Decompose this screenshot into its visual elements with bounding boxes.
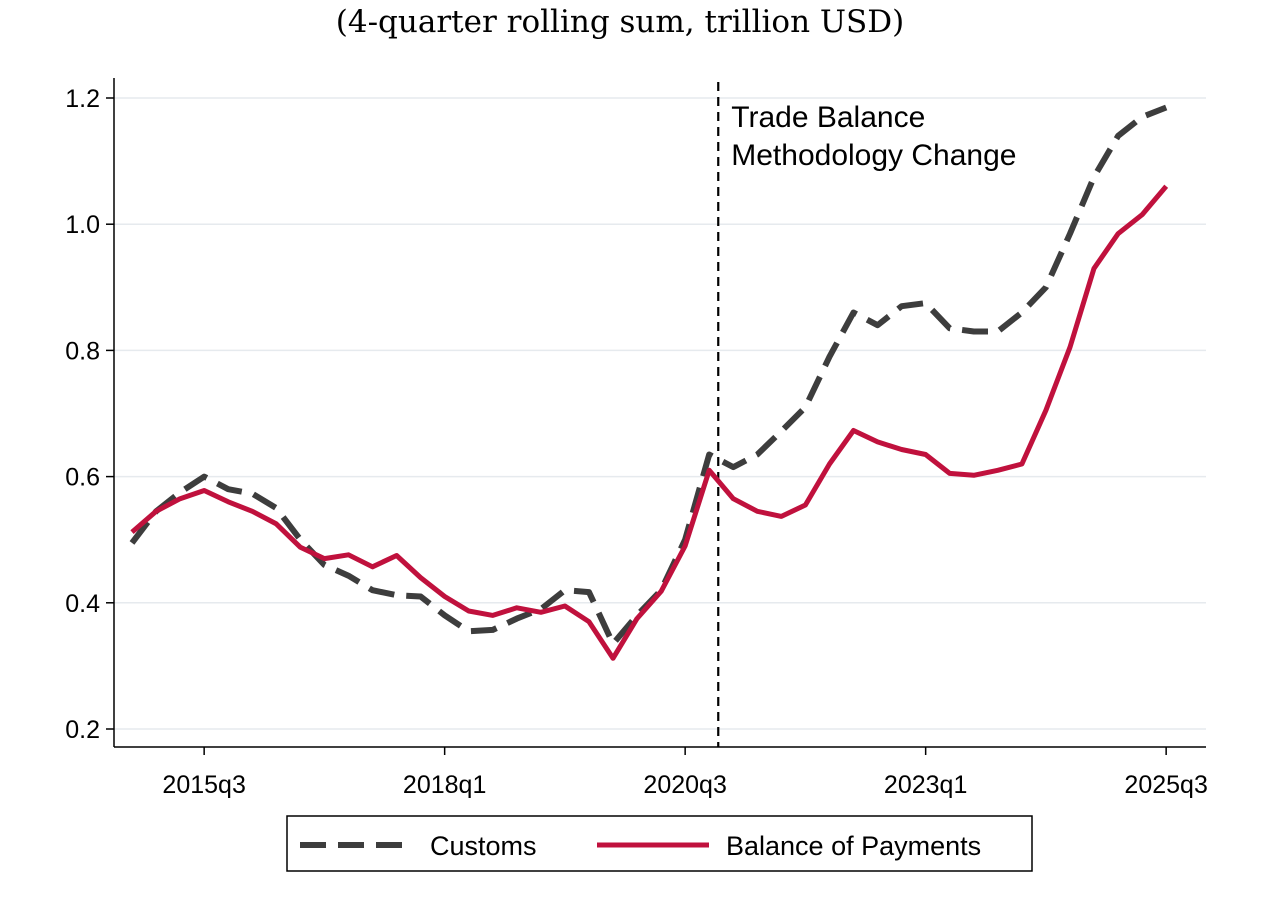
- x-tick-label: 2023q1: [884, 771, 967, 799]
- methodology-change-marker: Trade Balance Methodology Change: [717, 82, 1016, 747]
- legend-label: Balance of Payments: [726, 831, 981, 861]
- series-line-customs: [129, 104, 1168, 647]
- y-tick-label: 0.2: [65, 716, 100, 744]
- axes: 0.2 0.4 0.6 0.8 1.0 1.2 2015q3 2018q1 2020q3 2023…: [65, 78, 1208, 799]
- legend-label: Customs: [430, 831, 537, 861]
- x-tick-label: 2015q3: [162, 771, 245, 799]
- gridlines: [114, 97, 1206, 730]
- x-tick-label: 2018q1: [403, 771, 486, 799]
- legend: Customs Balance of Payments: [286, 815, 1033, 872]
- series-line-balance-of-payments: [130, 184, 1169, 661]
- x-tick-label: 2020q3: [643, 771, 726, 799]
- methodology-change-label: Trade Balance: [731, 101, 925, 134]
- y-tick-label: 0.4: [65, 590, 100, 618]
- y-tick-label: 0.8: [65, 337, 100, 365]
- y-tick-label: 0.6: [65, 464, 100, 492]
- y-tick-label: 1.0: [65, 211, 100, 239]
- chart-subtitle: (4-quarter rolling sum, trillion USD): [335, 4, 905, 40]
- methodology-change-label: Methodology Change: [731, 139, 1016, 172]
- series-lines: [129, 104, 1169, 661]
- y-tick-label: 1.2: [65, 85, 100, 113]
- x-tick-label: 2025q3: [1124, 771, 1207, 799]
